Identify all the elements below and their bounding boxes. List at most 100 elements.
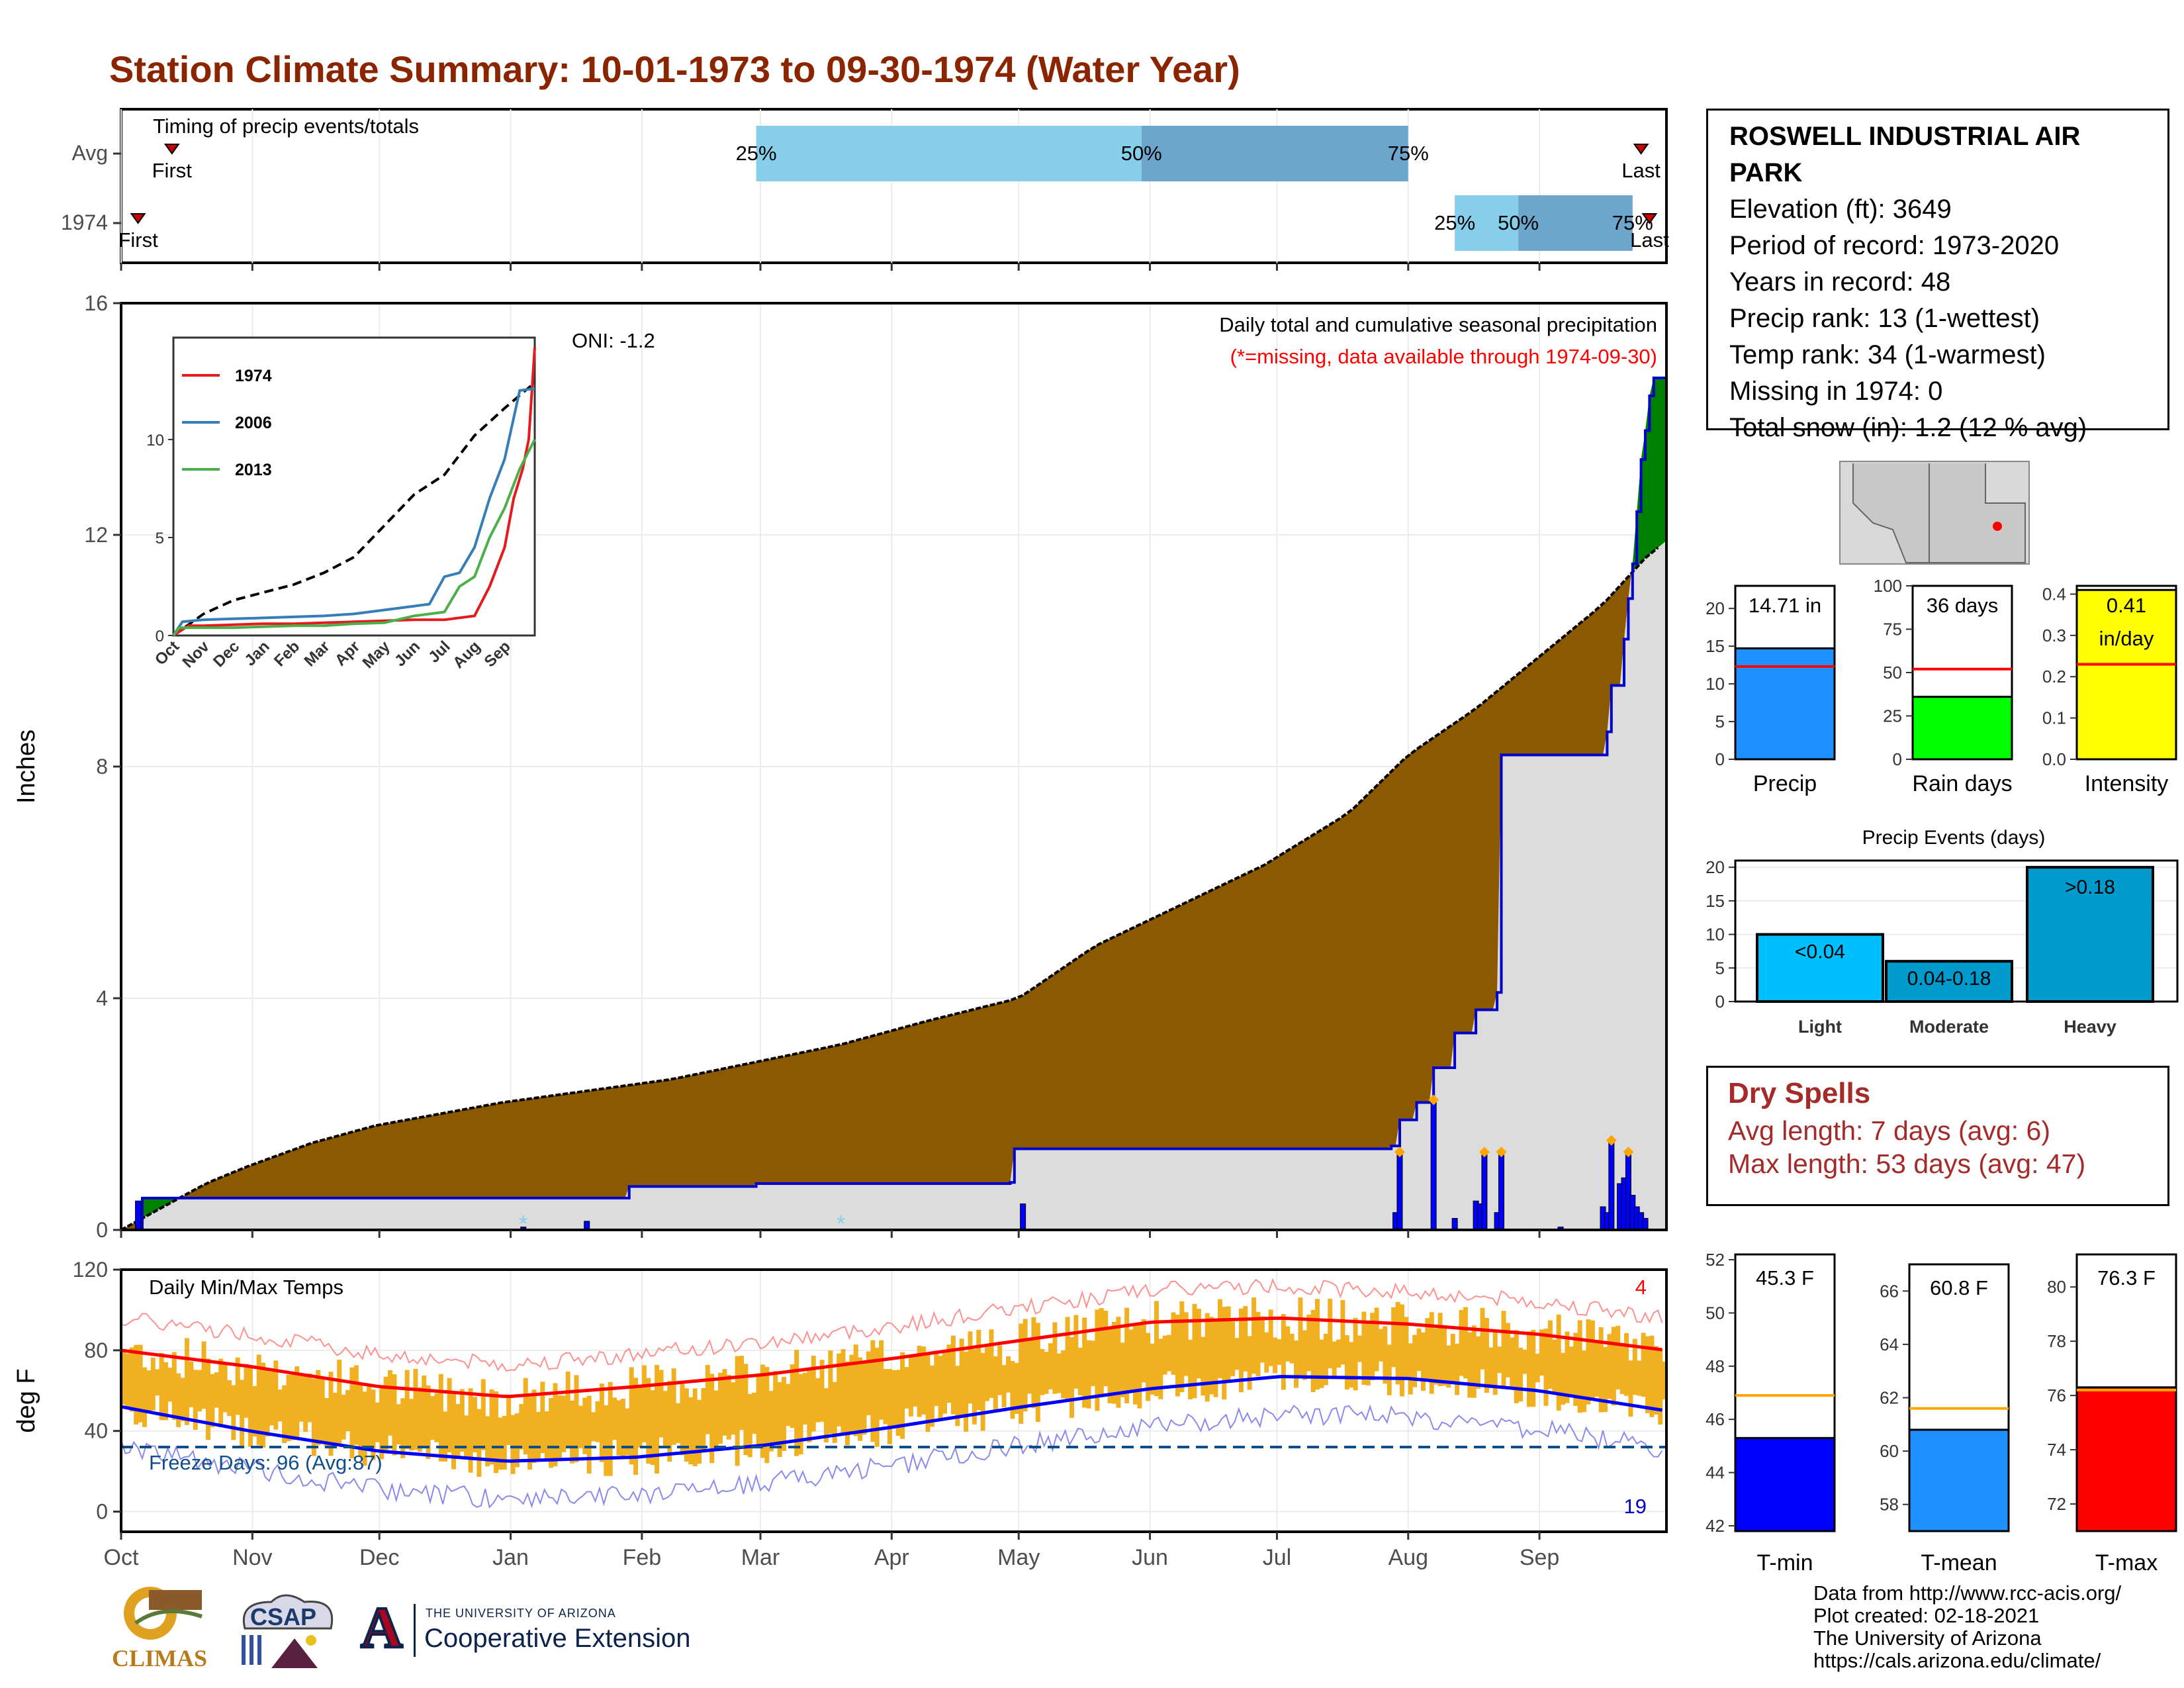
month-label-Dec: Dec [359, 1545, 399, 1570]
page-title: Station Climate Summary: 10-01-1973 to 0… [109, 48, 1240, 90]
temp-daily-bar [1183, 1312, 1189, 1376]
temp-daily-bar [1336, 1339, 1342, 1368]
temp-daily-bar [832, 1382, 837, 1443]
temp-daily-bar [480, 1379, 486, 1450]
events-panel-border [1734, 859, 2179, 1003]
temp-daily-bar [1273, 1337, 1278, 1374]
temp-daily-bar [1645, 1336, 1651, 1413]
footer-line-created: Plot created: 02-18-2021 [1813, 1604, 2040, 1627]
timeline-last-label-1: Last [1630, 228, 1669, 252]
temp-daily-bar [1056, 1353, 1062, 1393]
precip-ytick-label-4: 16 [84, 291, 108, 315]
temp-daily-bar [844, 1361, 850, 1446]
temp-daily-bar [1522, 1349, 1527, 1374]
temp-daily-bar [641, 1365, 647, 1442]
inset-legend-label-2013: 2013 [235, 461, 272, 479]
temp-daily-bar [1226, 1306, 1231, 1380]
temp-daily-bar [895, 1370, 901, 1436]
temp-daily-bar [1302, 1330, 1307, 1380]
timeline-last-marker-1 [1641, 213, 1658, 224]
month-label-Jan: Jan [492, 1545, 529, 1570]
temp-daily-bar [917, 1345, 922, 1417]
temp-daily-bar [1395, 1301, 1400, 1385]
temp-daily-bar [934, 1352, 939, 1406]
events-bar-Heavy [2026, 866, 2154, 1003]
tsummary-ytick-label-1-0: 58 [1880, 1495, 1899, 1515]
precip-heavy-marker [1428, 1094, 1439, 1105]
tsummary-value-label-2: 76.3 F [2097, 1266, 2156, 1289]
temp-daily-bar [324, 1397, 330, 1448]
temp-daily-bar [1433, 1328, 1439, 1385]
temp-daily-bar [353, 1365, 359, 1445]
temp-daily-bar [1192, 1303, 1197, 1399]
tsummary-ytick-label-1-2: 62 [1880, 1388, 1899, 1408]
temp-daily-bar [1573, 1333, 1578, 1406]
temp-daily-bar [477, 1409, 482, 1477]
temp-daily-bar [1590, 1320, 1595, 1400]
temp-daily-bar [692, 1388, 698, 1466]
temp-daily-bar [1374, 1307, 1379, 1372]
temp-daily-bar [1450, 1333, 1455, 1382]
temp-daily-bar [731, 1382, 736, 1435]
temp-daily-bar [823, 1388, 829, 1443]
oni-label: ONI: -1.2 [572, 329, 655, 352]
temp-daily-bar [1658, 1350, 1663, 1425]
summary-value-label-0: 14.71 in [1749, 594, 1821, 617]
precip-daily-bar [1396, 1154, 1403, 1231]
temp-daily-bar [1124, 1307, 1130, 1404]
temp-daily-bar [222, 1365, 228, 1413]
temp-daily-bar [1561, 1352, 1566, 1405]
temp-daily-bar [286, 1374, 291, 1442]
temp-daily-bar [565, 1371, 570, 1449]
climas-logo: CLIMAS [109, 1577, 215, 1676]
precip-ytick-label-1: 4 [96, 986, 108, 1010]
station-precip-rank: Precip rank: 13 (1-wettest) [1729, 304, 2040, 333]
temp-daily-bar [1277, 1339, 1282, 1365]
temp-ytick-label-2: 80 [84, 1338, 108, 1362]
temp-daily-bar [193, 1370, 198, 1430]
tsummary-ytick-label-2-0: 72 [2047, 1494, 2066, 1514]
temp-daily-bar [1205, 1313, 1210, 1402]
precip-missing-mark-1: * [837, 1211, 845, 1237]
temp-daily-bar [459, 1389, 465, 1452]
temp-daily-bar [1531, 1329, 1536, 1407]
temp-daily-bar [1455, 1343, 1460, 1395]
temp-daily-bar [752, 1392, 757, 1434]
temp-daily-bar [608, 1382, 613, 1476]
summary-ytick-label-2-2: 0.2 [2042, 667, 2066, 686]
temp-daily-bar [464, 1415, 469, 1458]
temp-daily-bar [1315, 1299, 1320, 1390]
temp-daily-bar [1006, 1356, 1011, 1393]
temp-daily-bar [1505, 1323, 1510, 1378]
ua-logo: A THE UNIVERSITY OF ARIZONA Cooperative … [359, 1597, 758, 1665]
temp-daily-bar [667, 1381, 672, 1462]
temp-daily-bar [1095, 1309, 1100, 1411]
temp-daily-bar [942, 1352, 948, 1414]
temp-daily-bar [1603, 1346, 1608, 1413]
temp-daily-bar [1425, 1318, 1430, 1380]
timeline-quartile-upper-1 [1518, 195, 1633, 251]
temp-daily-bar [921, 1346, 927, 1415]
tsummary-bar-T-max [2075, 1386, 2177, 1532]
precip-baseline-area [121, 540, 1666, 1230]
summary-value-label-2-b: in/day [2099, 627, 2154, 650]
station-elevation: Elevation (ft): 3649 [1729, 195, 1952, 224]
month-label-Aug: Aug [1388, 1545, 1429, 1570]
tsummary-ytick-label-0-2: 46 [1706, 1409, 1725, 1429]
temp-daily-bar [121, 1350, 126, 1405]
events-bar-label-2: >0.18 [2065, 876, 2115, 898]
temp-daily-bar [900, 1352, 905, 1439]
temp-daily-bar [1289, 1334, 1295, 1364]
temp-daily-bar [1128, 1329, 1134, 1391]
temp-daily-bar [256, 1354, 261, 1446]
temp-daily-bar [218, 1358, 224, 1428]
temp-daily-bar [1539, 1329, 1545, 1376]
temp-daily-bar [637, 1386, 643, 1448]
timeline-quartile-label-1-0: 25% [1434, 211, 1475, 234]
temp-daily-bar [650, 1390, 655, 1466]
temp-daily-bar [713, 1390, 719, 1451]
temp-daily-bar [582, 1397, 588, 1454]
temp-daily-bar [159, 1352, 164, 1421]
temp-daily-bar [417, 1387, 422, 1452]
summary-ytick-label-0-4: 20 [1706, 598, 1725, 618]
